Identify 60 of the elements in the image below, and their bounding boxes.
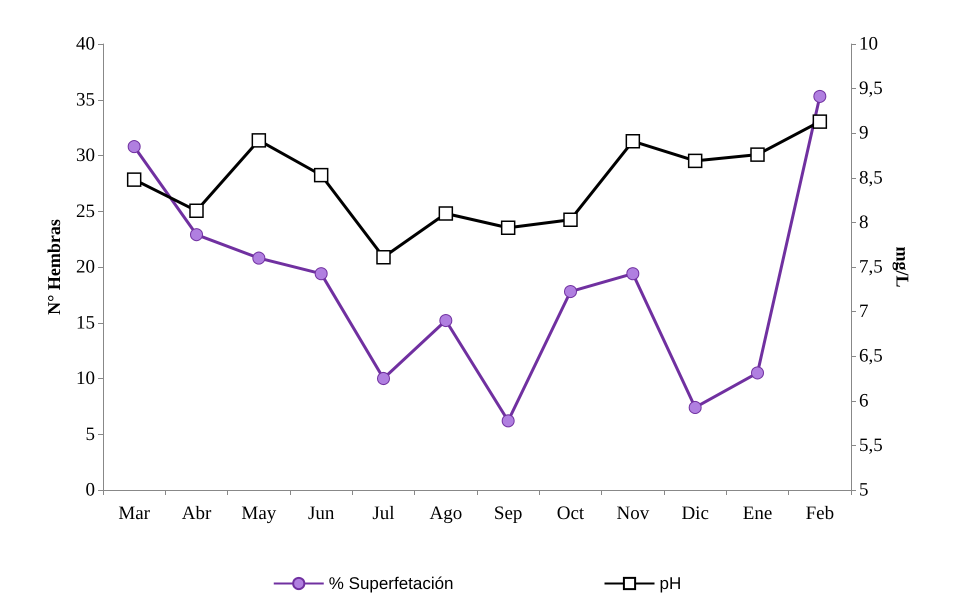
point	[314, 267, 328, 280]
x-tick-label: Jul	[372, 503, 395, 524]
point	[190, 228, 203, 242]
x-tick-label: Jun	[308, 503, 335, 524]
x-tick-label: Nov	[616, 503, 650, 524]
y2-tick-label: 9	[859, 122, 868, 144]
y-tick-label: 0	[86, 480, 95, 500]
legend-label: pH	[660, 574, 682, 593]
y2-tick-label: 5	[859, 480, 868, 500]
point	[626, 267, 640, 280]
y2-tick-label: 8	[859, 212, 868, 233]
y-tick-label: 20	[76, 256, 95, 278]
y-tick-label: 10	[76, 368, 95, 389]
point	[252, 133, 266, 148]
x-tick-label: Ago	[429, 503, 462, 524]
x-tick-label: Sep	[494, 503, 522, 524]
point	[688, 154, 702, 168]
x-tick-label: Abr	[182, 503, 212, 524]
y-axis-title: N° Hembras	[44, 219, 64, 315]
y-tick-label: 35	[76, 89, 95, 110]
point	[314, 168, 328, 182]
y2-tick-label: 6	[859, 390, 868, 412]
y2-tick-label: 10	[859, 34, 878, 54]
x-tick-label: Feb	[806, 503, 834, 524]
point	[688, 400, 702, 414]
point	[750, 147, 765, 162]
point	[252, 252, 266, 265]
x-tick-label: Ene	[742, 503, 772, 524]
y2-tick-label: 6,5	[859, 346, 883, 367]
x-tick-label: Oct	[556, 503, 585, 524]
point	[128, 140, 141, 154]
point	[376, 250, 391, 264]
y2-tick-label: 7,5	[859, 256, 883, 278]
point	[563, 212, 578, 227]
x-tick-label: May	[241, 503, 277, 524]
point	[564, 285, 577, 298]
y-tick-label: 5	[86, 424, 95, 445]
y2-tick-label: 9,5	[859, 78, 883, 100]
point	[812, 114, 828, 129]
point	[189, 204, 204, 218]
y-tick-label: 15	[76, 312, 95, 334]
point	[438, 206, 454, 221]
point	[813, 90, 826, 103]
point	[126, 172, 142, 187]
x-tick-label: Mar	[118, 503, 151, 524]
point	[439, 314, 452, 328]
legend-label: % Superfetación	[328, 574, 454, 593]
point	[502, 414, 515, 428]
point	[751, 366, 764, 380]
point	[377, 372, 390, 385]
y2-axis-title: mg/L	[892, 246, 913, 288]
x-tick-label: Dic	[681, 503, 709, 524]
y2-tick-label: 7	[859, 301, 868, 322]
point	[626, 134, 640, 148]
y-tick-label: 40	[76, 34, 95, 54]
y2-tick-label: 5,5	[859, 434, 883, 456]
y2-tick-label: 8,5	[859, 167, 883, 188]
y-tick-label: 25	[76, 200, 95, 222]
point	[500, 220, 516, 235]
y-tick-label: 30	[76, 145, 95, 166]
